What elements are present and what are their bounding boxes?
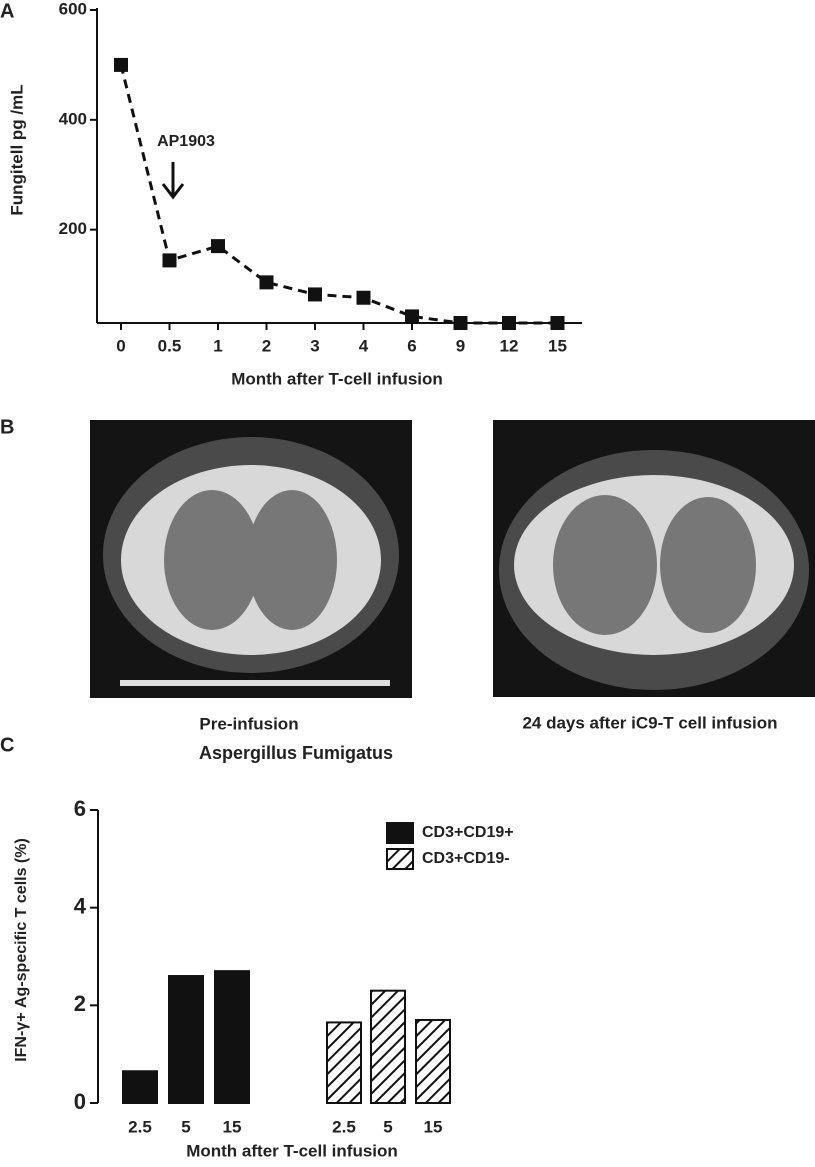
- y-tick-label: 4: [74, 893, 87, 918]
- x-tick-label: 0.5: [158, 336, 182, 355]
- marker: [114, 57, 128, 72]
- panel-label: B: [0, 416, 14, 438]
- marker: [550, 316, 565, 330]
- y-axis-label: Fungitell pg /mL: [7, 84, 26, 215]
- legend-label: CD3+CD19-: [422, 850, 510, 867]
- legend-swatch: [386, 822, 414, 844]
- bar: [415, 1018, 451, 1105]
- x-tick-label: 9: [456, 336, 465, 355]
- marker: [356, 290, 371, 305]
- marker: [453, 316, 468, 330]
- x-tick-label: 0: [116, 336, 125, 355]
- x-tick-label: 5: [181, 1117, 190, 1136]
- chart-title: Aspergillus Fumigatus: [199, 743, 393, 763]
- y-axis-label: IFN-γ+ Ag-specific T cells (%): [13, 838, 30, 1062]
- y-tick-label: 6: [74, 796, 86, 821]
- image-caption: 24 days after iC9-T cell infusion: [522, 713, 777, 732]
- y-tick-label: 400: [59, 109, 87, 128]
- bar: [168, 975, 204, 1104]
- marker: [502, 316, 516, 330]
- bar: [370, 989, 406, 1105]
- y-tick-label: 0: [74, 1089, 86, 1114]
- legend-label: CD3+CD19+: [422, 824, 514, 841]
- panel-label: C: [0, 734, 14, 756]
- panel-label: A: [0, 0, 14, 22]
- x-tick-label: 2: [262, 336, 271, 355]
- x-tick-label: 3: [310, 336, 319, 355]
- ct-image: [493, 420, 815, 697]
- bar: [326, 1021, 362, 1104]
- y-tick-label: 200: [59, 219, 87, 238]
- x-tick-label: 5: [383, 1117, 392, 1136]
- bar: [122, 1070, 158, 1104]
- x-tick-label: 15: [223, 1117, 242, 1136]
- annotation-arrow: [161, 162, 185, 200]
- x-axis-label: Month after T-cell infusion: [186, 1141, 398, 1160]
- bar: [214, 970, 250, 1105]
- x-tick-label: 1: [213, 336, 222, 355]
- x-tick-label: 15: [548, 336, 567, 355]
- annotation: AP1903: [157, 133, 215, 150]
- marker: [211, 239, 225, 254]
- x-tick-label: 4: [359, 336, 369, 355]
- marker: [308, 287, 322, 302]
- x-tick-label: 6: [407, 336, 416, 355]
- legend-swatch: [386, 848, 414, 870]
- ct-image: [90, 420, 412, 698]
- data-line: [119, 64, 558, 325]
- y-tick-label: 2: [74, 991, 86, 1016]
- marker: [405, 309, 419, 324]
- y-tick-label: 600: [59, 0, 87, 18]
- x-tick-label: 2.5: [128, 1117, 152, 1136]
- image-caption: Pre-infusion: [199, 714, 298, 733]
- x-tick-label: 12: [500, 336, 519, 355]
- marker: [162, 253, 177, 268]
- x-tick-label: 15: [424, 1117, 443, 1136]
- x-axis-label: Month after T-cell infusion: [231, 369, 443, 388]
- x-tick-label: 2.5: [332, 1117, 356, 1136]
- marker: [259, 275, 274, 290]
